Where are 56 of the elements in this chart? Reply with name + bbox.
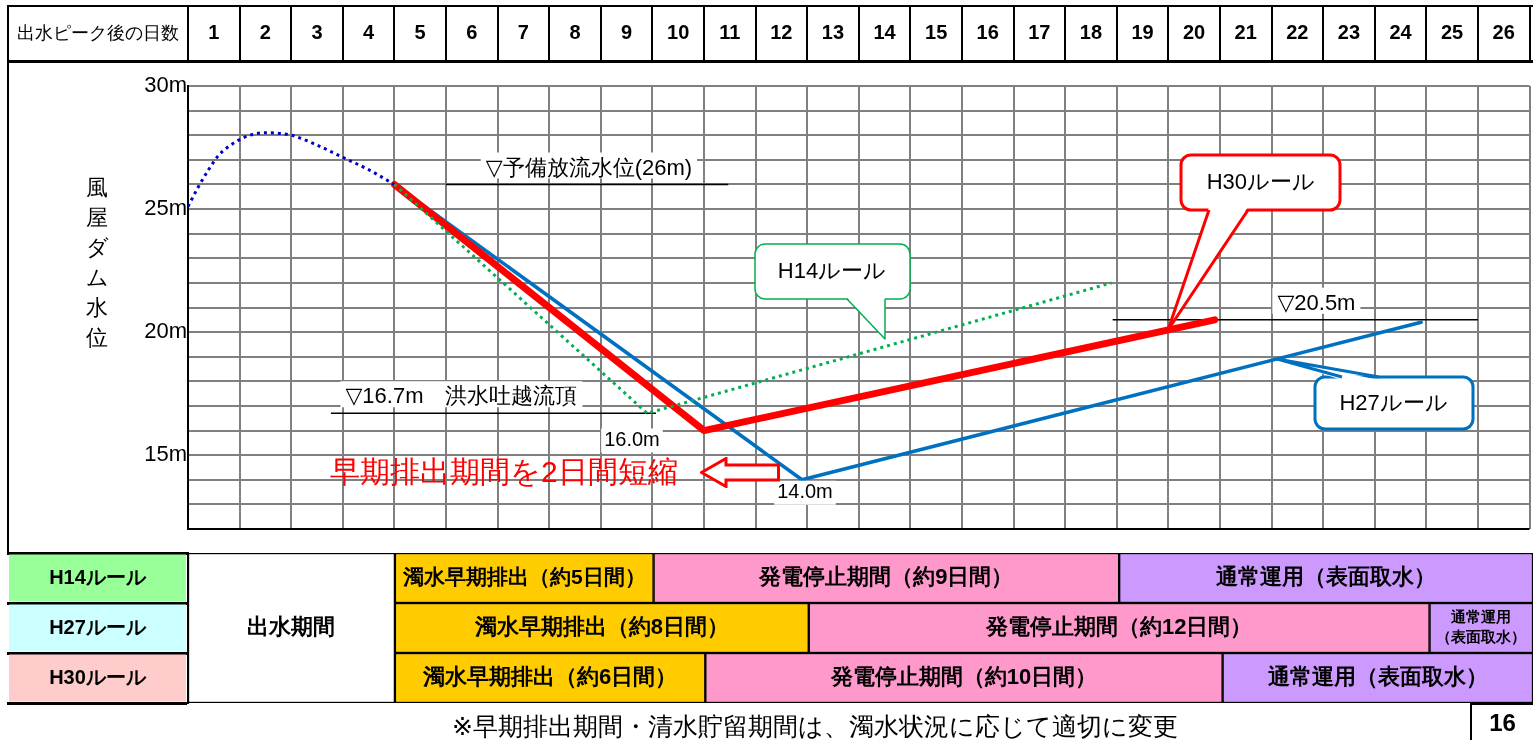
x-tick-label: 17 [1028,20,1051,43]
x-tick-label: 18 [1079,20,1103,43]
y-tick-label: 15m [144,441,187,467]
data-label: 通常運用（表面取水） [1436,608,1527,645]
annotation: 14.0m [777,480,833,503]
x-tick-label: 11 [719,20,741,43]
x-tick-label: 13 [821,20,845,43]
y-tick-label: 20m [144,318,187,344]
page-number-box: 16 [1470,703,1533,740]
x-tick-label: 16 [976,20,999,43]
x-tick-label: 8 [569,20,581,43]
x-tick-label: 10 [667,20,690,43]
text: H14ルール [777,257,887,286]
x-tick-label: 25 [1440,20,1464,43]
ref-line-label: ▽16.7m 洪水吐越流頂 [345,383,578,409]
x-tick-label: 24 [1389,20,1413,43]
data-label: 発電停止期間（約12日間） [984,614,1253,640]
y-tick-label: 30m [144,72,187,98]
x-tick-label: 7 [517,20,529,43]
x-tick-label: 1 [208,20,220,43]
x-tick-label: 23 [1337,20,1361,43]
y-tick-label: H30ルール [49,665,147,688]
x-tick-label: 4 [363,20,376,43]
ref-line-label: ▽20.5m [1277,289,1356,315]
y-axis-title: 風屋ダム水位 [85,175,109,350]
x-tick-label: 9 [621,20,633,43]
data-label: 発電停止期間（約9日間） [758,564,1014,590]
data-label: 通常運用（表面取水） [1215,564,1437,590]
legend-label: H27ルール [1339,389,1448,417]
x-tick-label: 19 [1131,20,1154,43]
x-tick-label: 5 [414,20,426,43]
x-tick-label: 20 [1183,20,1206,43]
x-tick-label: 22 [1286,20,1309,43]
data-label: 通常運用（表面取水） [1266,664,1488,690]
x-tick-label: 21 [1234,20,1257,43]
data-label: 出水期間 [247,614,336,640]
x-tick-label: 14 [873,20,897,43]
ref-line-label: ▽予備放流水位(26m) [485,154,693,180]
data-label: 発電停止期間（約10日間） [829,664,1098,690]
x-tick-label: 15 [925,20,948,43]
x-tick-label: 12 [770,20,793,43]
x-tick-label: 26 [1492,20,1515,43]
annotation: 早期排出期間を2日間短縮 [330,454,678,490]
text: H30ルール [1206,168,1315,197]
annotation: 16.0m [604,428,660,451]
y-tick-label: H27ルール [49,615,147,638]
x-tick-label: 6 [466,20,478,43]
x-axis-title: 出水ピーク後の日数 [16,21,179,45]
data-label: 濁水早期排出（約5日間） [401,564,646,588]
text: ※早期排出期間・清水貯留期間は、濁水状況に応じて適切に変更 [452,711,1178,740]
y-tick-label: 25m [144,195,187,221]
x-tick-label: 3 [311,20,323,43]
y-tick-label: H14ルール [49,565,147,588]
data-label: 濁水早期排出（約8日間） [473,614,729,640]
x-tick-label: 2 [259,20,271,43]
data-label: 濁水早期排出（約6日間） [421,664,678,690]
